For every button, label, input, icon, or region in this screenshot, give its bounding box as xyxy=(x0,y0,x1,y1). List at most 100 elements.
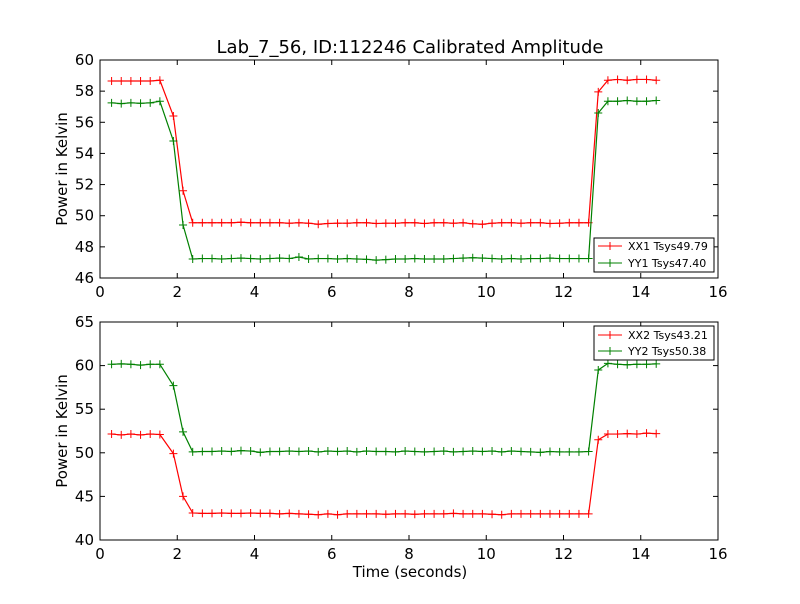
data-point-xx1 xyxy=(565,218,574,227)
data-point-yy1 xyxy=(439,255,448,264)
data-point-yy1 xyxy=(265,254,274,263)
top-x-tick-label: 2 xyxy=(172,283,182,301)
data-point-xx2 xyxy=(352,509,361,518)
data-point-yy2 xyxy=(323,447,332,456)
bottom-panel-frame xyxy=(99,321,719,541)
data-point-yy1 xyxy=(362,255,371,264)
bottom-x-tick-label: 0 xyxy=(95,545,105,563)
data-point-xx2 xyxy=(594,435,603,444)
data-point-yy2 xyxy=(623,360,632,369)
bottom-y-tick-label: 65 xyxy=(75,313,94,331)
data-point-yy2 xyxy=(198,447,207,456)
bottom-y-tick-label: 60 xyxy=(75,357,94,375)
top-y-tick-label: 58 xyxy=(75,82,94,100)
data-point-xx1 xyxy=(642,75,651,84)
data-point-yy1 xyxy=(420,255,429,264)
data-point-xx2 xyxy=(613,430,622,439)
data-point-yy2 xyxy=(430,447,439,456)
data-point-xx2 xyxy=(227,509,236,518)
data-point-xx2 xyxy=(256,509,265,518)
data-point-xx1 xyxy=(343,219,352,228)
data-point-xx1 xyxy=(381,219,390,228)
data-point-xx2 xyxy=(188,508,197,517)
data-point-yy1 xyxy=(208,254,217,263)
data-point-yy2 xyxy=(632,360,641,369)
bottom-y-tick-label: 45 xyxy=(75,487,94,505)
data-point-xx2 xyxy=(372,509,381,518)
data-point-yy1 xyxy=(285,254,294,263)
data-point-yy1 xyxy=(555,254,564,263)
data-point-xx1 xyxy=(488,219,497,228)
data-point-yy1 xyxy=(126,98,135,107)
data-point-xx1 xyxy=(623,76,632,85)
top-panel-legend: XX1 Tsys49.79 YY1 Tsys47.40 xyxy=(593,237,715,273)
data-point-xx2 xyxy=(155,430,164,439)
legend-xx1-marker xyxy=(606,242,614,250)
data-point-yy1 xyxy=(594,108,603,117)
chart-title: Lab_7_56, ID:112246 Calibrated Amplitude xyxy=(217,37,604,58)
legend-xx1-label: XX1 Tsys49.79 xyxy=(628,240,708,253)
x-axis-label: Time (seconds) xyxy=(352,563,468,581)
bottom-x-tick-label: 16 xyxy=(708,545,727,563)
data-point-xx1 xyxy=(285,219,294,228)
data-point-xx1 xyxy=(217,218,226,227)
data-point-yy1 xyxy=(449,254,458,263)
data-point-yy1 xyxy=(584,254,593,263)
data-point-xx1 xyxy=(410,218,419,227)
data-point-yy1 xyxy=(545,254,554,263)
top-y-tick-label: 56 xyxy=(75,113,94,131)
data-point-xx1 xyxy=(594,87,603,96)
data-point-xx1 xyxy=(107,77,116,86)
top-x-tick-label: 4 xyxy=(250,283,260,301)
legend-yy1-label: YY1 Tsys47.40 xyxy=(627,257,706,270)
data-point-xx2 xyxy=(584,509,593,518)
data-point-xx2 xyxy=(603,430,612,439)
bottom-panel: 0 2 4 6 8 10 12 14 16 40 45 50 55 60 65 Power in Kelvi… xyxy=(53,313,728,581)
data-point-yy1 xyxy=(488,254,497,263)
data-point-xx2 xyxy=(117,430,126,439)
data-point-xx1 xyxy=(275,218,284,227)
top-y-tick-label: 48 xyxy=(75,238,94,256)
data-point-yy1 xyxy=(323,254,332,263)
data-point-yy2 xyxy=(497,447,506,456)
data-point-yy2 xyxy=(246,447,255,456)
data-point-xx2 xyxy=(574,509,583,518)
data-point-xx1 xyxy=(391,219,400,228)
data-point-yy1 xyxy=(497,255,506,264)
data-point-yy2 xyxy=(227,447,236,456)
data-point-xx2 xyxy=(401,509,410,518)
data-point-yy2 xyxy=(642,360,651,369)
data-point-yy2 xyxy=(420,447,429,456)
data-point-yy2 xyxy=(333,447,342,456)
data-point-yy2 xyxy=(574,447,583,456)
data-point-xx2 xyxy=(507,509,516,518)
top-y-tick-label: 50 xyxy=(75,207,94,225)
data-point-xx1 xyxy=(430,218,439,227)
data-point-xx1 xyxy=(146,77,155,86)
data-point-xx1 xyxy=(507,218,516,227)
data-point-yy2 xyxy=(362,447,371,456)
data-point-xx2 xyxy=(343,509,352,518)
data-point-yy1 xyxy=(574,254,583,263)
data-point-xx2 xyxy=(420,509,429,518)
data-point-xx2 xyxy=(362,509,371,518)
bottom-panel-y-axis-label: Power in Kelvin xyxy=(53,374,71,488)
data-point-yy1 xyxy=(478,254,487,263)
bottom-panel-ticks: 0 2 4 6 8 10 12 14 16 40 45 50 55 60 65 xyxy=(75,313,728,563)
data-point-xx1 xyxy=(136,77,145,86)
data-point-xx1 xyxy=(420,219,429,228)
top-x-tick-label: 8 xyxy=(404,283,414,301)
data-point-yy1 xyxy=(372,256,381,265)
data-point-xx1 xyxy=(236,218,245,227)
data-point-yy1 xyxy=(652,96,661,105)
data-point-xx1 xyxy=(227,218,236,227)
data-point-yy2 xyxy=(256,448,265,457)
data-point-yy2 xyxy=(526,447,535,456)
data-point-yy1 xyxy=(613,97,622,106)
data-point-yy1 xyxy=(507,254,516,263)
data-point-yy2 xyxy=(146,360,155,369)
data-point-xx1 xyxy=(603,76,612,85)
data-point-yy2 xyxy=(169,381,178,390)
data-point-yy1 xyxy=(179,221,188,230)
